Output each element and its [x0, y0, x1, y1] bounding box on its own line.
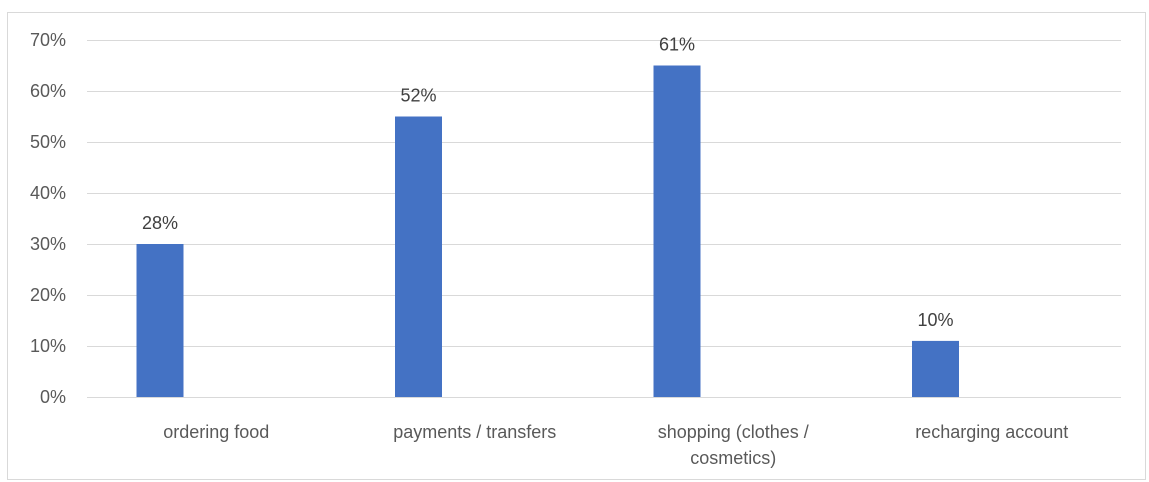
bars — [136, 65, 959, 397]
x-category-label-line: cosmetics) — [690, 448, 776, 468]
gridlines — [87, 40, 1121, 398]
bar-2 — [395, 116, 442, 397]
data-labels: 28% 52% 61% 10% — [142, 35, 954, 330]
y-tick-label-60: 60% — [30, 81, 66, 101]
data-label-4: 10% — [917, 310, 953, 330]
data-label-1: 28% — [142, 213, 178, 233]
x-axis-category-labels: ordering food payments / transfers shoppin… — [163, 422, 1068, 468]
x-category-label-line: ordering food — [163, 422, 269, 442]
y-tick-label-0: 0% — [40, 387, 66, 407]
y-axis-tick-labels: 0% 10% 20% 30% 40% 50% 60% 70% — [30, 30, 66, 407]
data-label-2: 52% — [400, 86, 436, 106]
x-category-label-1: ordering food — [163, 422, 269, 442]
x-category-label-2: payments / transfers — [393, 422, 556, 442]
x-category-label-line: recharging account — [915, 422, 1068, 442]
x-category-label-3: shopping (clothes / cosmetics) — [658, 422, 809, 468]
bar-3 — [653, 65, 701, 397]
chart-frame — [7, 12, 1146, 480]
y-tick-label-30: 30% — [30, 234, 66, 254]
x-category-label-line: shopping (clothes / — [658, 422, 809, 442]
y-tick-label-10: 10% — [30, 336, 66, 356]
y-tick-label-50: 50% — [30, 132, 66, 152]
y-tick-label-40: 40% — [30, 183, 66, 203]
bar-4 — [912, 340, 959, 397]
bar-1 — [136, 244, 184, 397]
y-tick-label-70: 70% — [30, 30, 66, 50]
x-category-label-4: recharging account — [915, 422, 1068, 442]
data-label-3: 61% — [659, 35, 695, 55]
y-tick-label-20: 20% — [30, 285, 66, 305]
x-category-label-line: payments / transfers — [393, 422, 556, 442]
